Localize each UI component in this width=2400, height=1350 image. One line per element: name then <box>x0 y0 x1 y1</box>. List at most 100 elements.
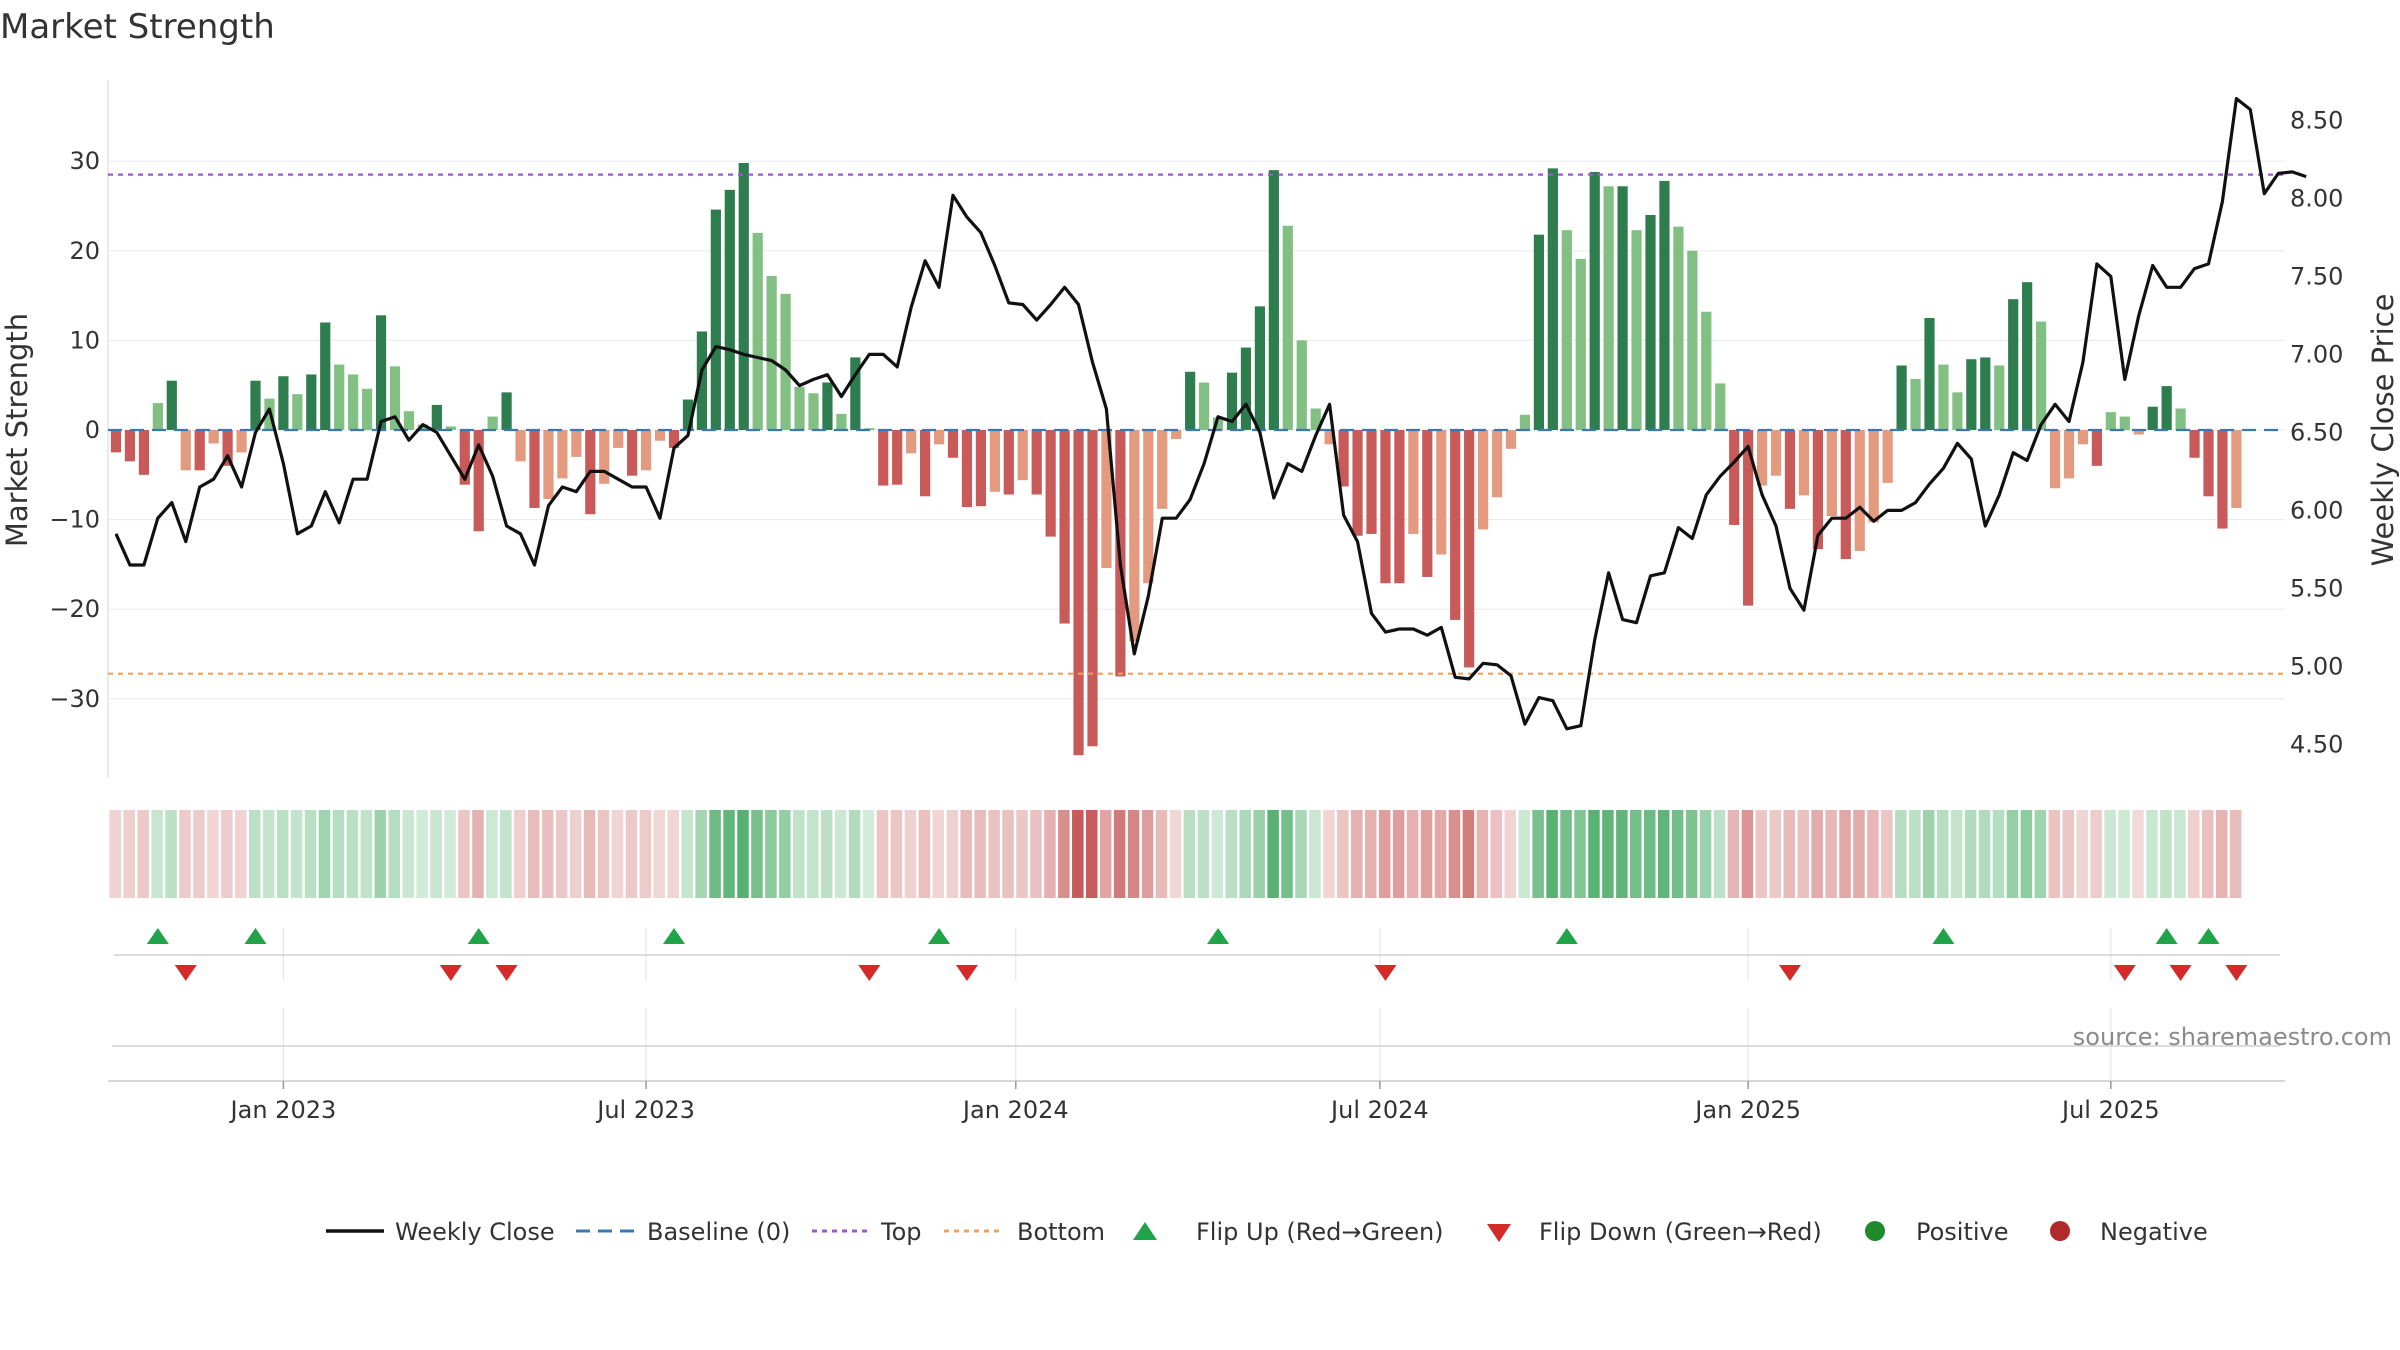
y-tick-label: −30 <box>49 685 100 713</box>
strength-bar <box>1882 430 1893 483</box>
x-axis-ticks: Jan 2023 Jul 2023 Jan 2024 Jul 2024 Jan 2025… <box>229 1081 2160 1124</box>
strength-bar <box>2036 321 2047 430</box>
heat-strip-cell <box>1923 810 1935 898</box>
heat-strip-cell <box>1895 810 1907 898</box>
bottom-panel: Jan 2023 Jul 2023 Jan 2024 Jul 2024 Jan 2025… <box>108 1008 2392 1124</box>
strength-bar <box>208 430 219 444</box>
heat-strip-cell <box>500 810 512 898</box>
strength-bar <box>1045 430 1056 537</box>
strength-bar <box>389 366 401 430</box>
strength-bar <box>794 386 805 430</box>
legend-item-flip-up: Flip Up (Red→Green) <box>1133 1218 1444 1246</box>
heat-strip-cell <box>1783 810 1795 898</box>
strength-bar <box>292 394 303 430</box>
legend-item-flip-down: Flip Down (Green→Red) <box>1487 1218 1822 1246</box>
strength-bar <box>1310 408 1321 430</box>
heat-strip-cell <box>304 810 317 898</box>
heat-strip-cell <box>2118 810 2130 898</box>
strength-bar <box>1505 430 1517 449</box>
heat-strip-cell <box>1155 810 1168 898</box>
strength-bar <box>1408 430 1419 534</box>
legend-label: Top <box>880 1218 922 1246</box>
flip-up-marker <box>244 928 267 944</box>
flip-down-marker <box>2225 965 2248 981</box>
heat-strip-cell <box>2160 810 2172 898</box>
heat-strip-cell <box>1881 810 1893 898</box>
heat-strip-cell <box>1002 810 1014 898</box>
strength-bar <box>501 392 512 430</box>
flip-up-marker <box>1207 928 1230 944</box>
x-tick-label: Jan 2023 <box>229 1096 337 1124</box>
heat-strip-cell <box>1044 810 1056 898</box>
strength-bar <box>836 413 847 430</box>
strength-bar <box>1199 382 1210 430</box>
weekly-close-line <box>114 96 2307 731</box>
strength-bar <box>2203 430 2214 497</box>
strength-bar <box>1282 225 1293 430</box>
legend-label: Bottom <box>1017 1218 1105 1246</box>
strength-bar <box>710 209 721 430</box>
flip-up-marker <box>928 928 951 944</box>
heat-strip-cell <box>1253 810 1265 898</box>
y2-tick-label: 5.50 <box>2290 574 2343 602</box>
heat-strip-cell <box>388 810 400 898</box>
heat-strip-cell <box>458 810 470 898</box>
heat-strip-cell <box>2076 810 2088 898</box>
heat-strip-cell <box>960 810 972 898</box>
flip-up-marker <box>2197 928 2220 944</box>
strength-bar <box>682 399 694 430</box>
strength-bar <box>1436 430 1447 555</box>
heat-strip-cell <box>1281 810 1293 898</box>
y2-tick-label: 6.00 <box>2290 496 2343 524</box>
strength-bar <box>1589 171 1600 430</box>
heat-strip-cell <box>1853 810 1865 898</box>
strength-bar <box>1003 430 1014 495</box>
heat-strip-cell <box>1030 810 1042 898</box>
heat-strip-cell <box>179 810 191 898</box>
heat-strip-cell <box>1825 810 1837 898</box>
heat-strip-cell <box>1072 810 1084 898</box>
strength-bar <box>1784 430 1796 509</box>
weekly-close-series <box>114 96 2307 731</box>
strength-bar <box>2008 299 2019 430</box>
x-tick-label: Jul 2023 <box>595 1096 695 1124</box>
heat-strip-cell <box>1950 810 1963 898</box>
heat-strip-cell <box>597 810 610 898</box>
strength-bar <box>1157 430 1168 509</box>
legend-item-bottom: Bottom <box>944 1218 1105 1246</box>
strength-bar <box>152 403 163 430</box>
strength-bar <box>696 331 707 430</box>
heat-strip-cell <box>514 810 526 898</box>
triangle-up-icon <box>1133 1222 1157 1240</box>
y-tick-label: 20 <box>69 237 100 265</box>
legend-label: Positive <box>1916 1218 2009 1246</box>
heat-strip-cell <box>1755 810 1768 898</box>
heat-strip-cell <box>151 810 163 898</box>
strength-bar <box>571 430 582 457</box>
heat-strip-cell <box>1671 810 1684 898</box>
strength-bar <box>473 430 484 532</box>
legend-label: Weekly Close <box>395 1218 555 1246</box>
y-tick-label: 10 <box>69 326 100 354</box>
heat-strip-cell <box>695 810 707 898</box>
heat-strip-cell <box>1964 810 1977 898</box>
heat-strip-cell <box>1392 810 1405 898</box>
heat-strip-cell <box>1616 810 1628 898</box>
strength-bar <box>459 430 470 485</box>
heat-strip-cell <box>318 810 331 898</box>
y-tick-label: −10 <box>49 506 100 534</box>
legend-item-baseline: Baseline (0) <box>576 1218 790 1246</box>
flip-up-marker <box>1555 928 1578 944</box>
heat-strip-cell <box>1727 810 1740 898</box>
strength-bar <box>1185 371 1196 430</box>
flip-up-marker <box>146 928 169 944</box>
heat-strip-cell <box>2174 810 2186 898</box>
strength-bar <box>1812 430 1823 550</box>
strength-bar <box>1478 430 1489 530</box>
circle-icon <box>1865 1221 1885 1241</box>
strength-bar <box>920 430 931 497</box>
strength-bar <box>989 430 1000 492</box>
heat-strip-cell <box>932 810 945 898</box>
strength-bar <box>375 315 387 430</box>
